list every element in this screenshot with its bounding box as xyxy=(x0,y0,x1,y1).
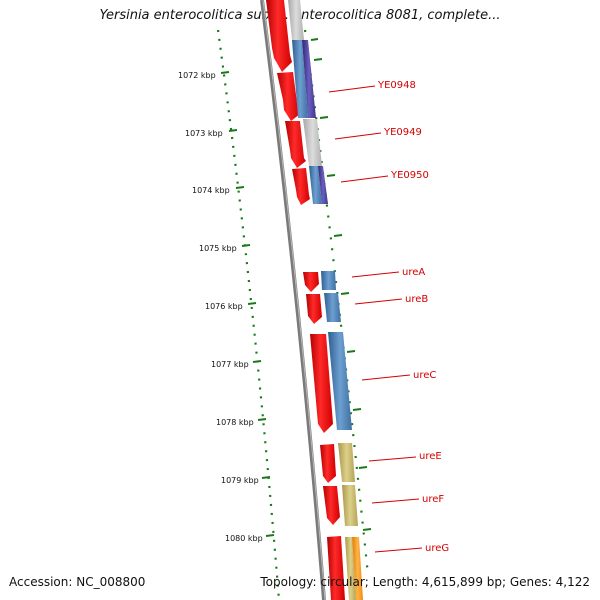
label-leaders xyxy=(328,85,423,553)
gene-arrow[interactable] xyxy=(320,444,336,483)
scale-label: 1073 kbp xyxy=(185,129,223,138)
gene-bar-gray[interactable] xyxy=(303,119,322,166)
gene-label-uref[interactable]: ureF xyxy=(422,494,444,505)
gene-arrow[interactable] xyxy=(292,168,310,205)
gene-label-ye0949[interactable]: YE0949 xyxy=(383,127,422,138)
gene-bar-blue[interactable] xyxy=(321,271,336,290)
chromosome-backbone-highlight xyxy=(262,0,326,600)
scale-label: 1078 kbp xyxy=(216,418,254,427)
gene-label-uree[interactable]: ureE xyxy=(419,451,442,462)
gene-bar-blue[interactable] xyxy=(292,40,308,118)
genome-summary: Topology: circular; Length: 4,615,899 bp… xyxy=(260,575,590,589)
gene-bar-khaki[interactable] xyxy=(338,443,355,482)
outer-major-ticks xyxy=(310,38,372,531)
gene-label-ye0948[interactable]: YE0948 xyxy=(377,80,416,91)
accession-label: Accession: NC_008800 xyxy=(9,575,146,589)
gene-bar-purple[interactable] xyxy=(318,166,328,204)
gene-arrow[interactable] xyxy=(266,0,292,72)
gene-arrow[interactable] xyxy=(306,294,322,324)
gene-bar-gray[interactable] xyxy=(288,0,304,40)
gene-label-ureg[interactable]: ureG xyxy=(425,543,449,554)
feature-bars[interactable] xyxy=(288,0,363,600)
scale-label: 1076 kbp xyxy=(205,302,243,311)
gene-bar-blue[interactable] xyxy=(324,293,341,322)
scale-dotted-line xyxy=(216,29,281,600)
scale-label: 1080 kbp xyxy=(225,534,263,543)
scale-major-ticks xyxy=(220,71,275,537)
gene-label-ureb[interactable]: ureB xyxy=(405,294,428,305)
gene-arrow[interactable] xyxy=(323,486,340,525)
gene-arrow[interactable] xyxy=(285,121,306,168)
gene-bar-khaki[interactable] xyxy=(345,537,356,600)
scale-label: 1075 kbp xyxy=(199,244,237,253)
gene-bar-blue[interactable] xyxy=(328,332,352,430)
gene-label-urec[interactable]: ureC xyxy=(413,370,436,381)
gene-bar-blue[interactable] xyxy=(309,166,322,204)
scale-labels: 1072 kbp 1073 kbp 1074 kbp 1075 kbp 1076… xyxy=(178,71,263,543)
scale-label: 1077 kbp xyxy=(211,360,249,369)
scale-label: 1072 kbp xyxy=(178,71,216,80)
gene-label-urea[interactable]: ureA xyxy=(402,267,425,278)
chromosome-backbone xyxy=(260,0,326,600)
scale-label: 1074 kbp xyxy=(192,186,230,195)
scale-label: 1079 kbp xyxy=(221,476,259,485)
gene-arrow[interactable] xyxy=(303,272,319,292)
gene-arrow[interactable] xyxy=(310,334,333,433)
forward-strand-genes[interactable] xyxy=(266,0,345,600)
gene-label-ye0950[interactable]: YE0950 xyxy=(390,170,429,181)
gene-bar-khaki[interactable] xyxy=(342,485,358,526)
gene-labels[interactable]: YE0948 YE0949 YE0950 ureA ureB ureC ureE… xyxy=(377,80,449,554)
gene-arrow[interactable] xyxy=(327,536,345,600)
gene-bar-purple[interactable] xyxy=(302,40,316,118)
gene-bar-orange[interactable] xyxy=(352,537,363,600)
gene-arrow[interactable] xyxy=(277,72,300,121)
